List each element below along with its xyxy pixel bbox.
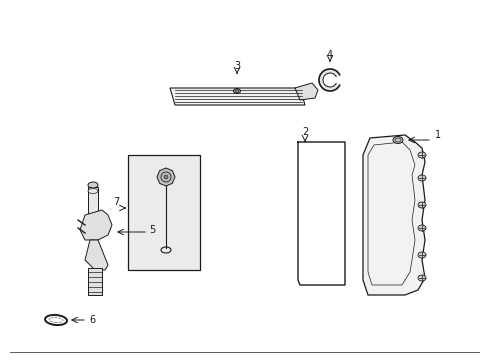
Text: 2: 2 — [301, 127, 307, 137]
Polygon shape — [170, 88, 305, 105]
Ellipse shape — [417, 252, 425, 258]
Ellipse shape — [417, 275, 425, 281]
Polygon shape — [88, 268, 102, 295]
Ellipse shape — [417, 225, 425, 231]
Ellipse shape — [88, 182, 98, 188]
Polygon shape — [85, 240, 108, 270]
Bar — [128, 155, 200, 270]
Ellipse shape — [417, 202, 425, 208]
Text: 3: 3 — [233, 61, 240, 71]
Text: 1: 1 — [434, 130, 440, 140]
Ellipse shape — [88, 189, 98, 193]
Polygon shape — [294, 83, 317, 100]
Ellipse shape — [235, 90, 239, 93]
Polygon shape — [362, 135, 424, 295]
Bar — [88, 187, 98, 215]
Ellipse shape — [392, 136, 402, 144]
Polygon shape — [157, 168, 175, 186]
Ellipse shape — [163, 175, 168, 179]
Text: 5: 5 — [148, 225, 155, 235]
Text: 7: 7 — [113, 197, 119, 207]
Polygon shape — [80, 210, 112, 240]
Ellipse shape — [417, 152, 425, 158]
Ellipse shape — [233, 89, 240, 94]
Text: 4: 4 — [326, 50, 332, 60]
Ellipse shape — [417, 175, 425, 181]
Text: 6: 6 — [89, 315, 95, 325]
